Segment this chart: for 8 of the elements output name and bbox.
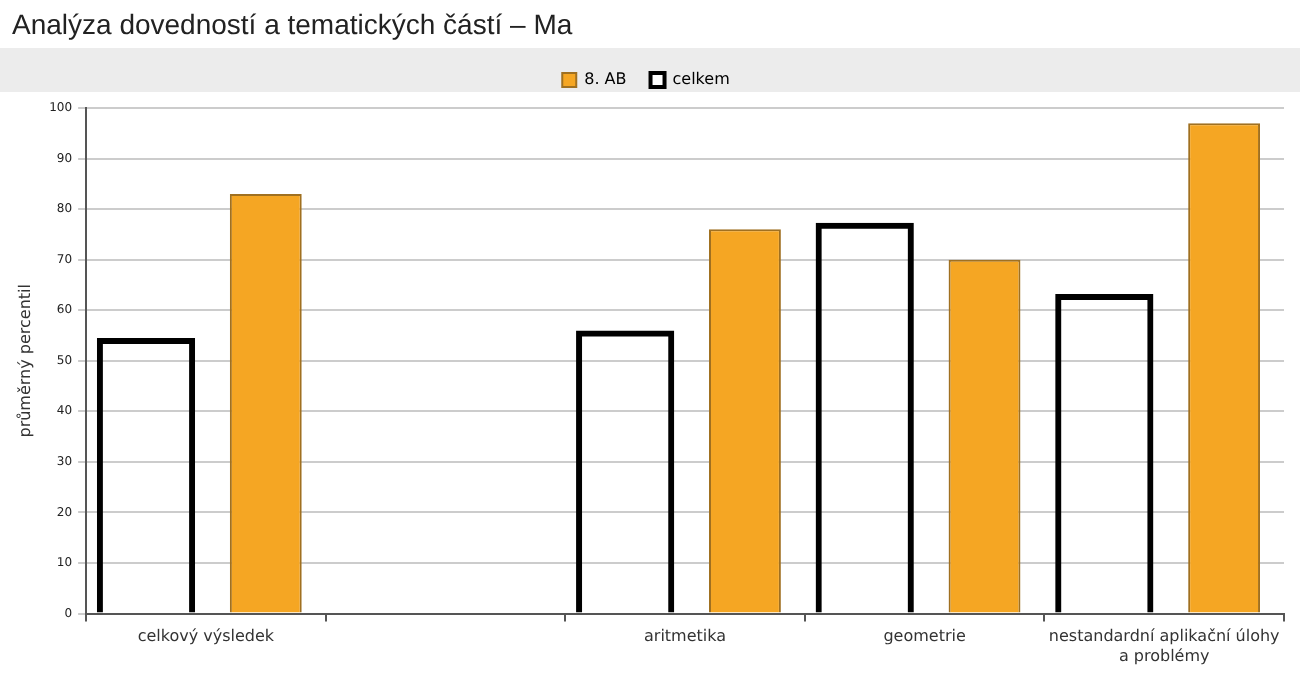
y-axis-title: průměrný percentil: [15, 284, 34, 438]
legend-label: 8. AB: [584, 70, 627, 89]
x-tick-label: aritmetika: [644, 627, 727, 646]
legend-label: celkem: [672, 70, 731, 89]
x-tick-label: geometrie: [883, 627, 966, 646]
x-tick-label: nestandardní aplikační úlohy a problémy: [1048, 627, 1281, 665]
chart-title: Analýza dovedností a tematických částí – Ma: [12, 8, 573, 40]
x-tick-label: celkový výsledek: [137, 627, 275, 646]
